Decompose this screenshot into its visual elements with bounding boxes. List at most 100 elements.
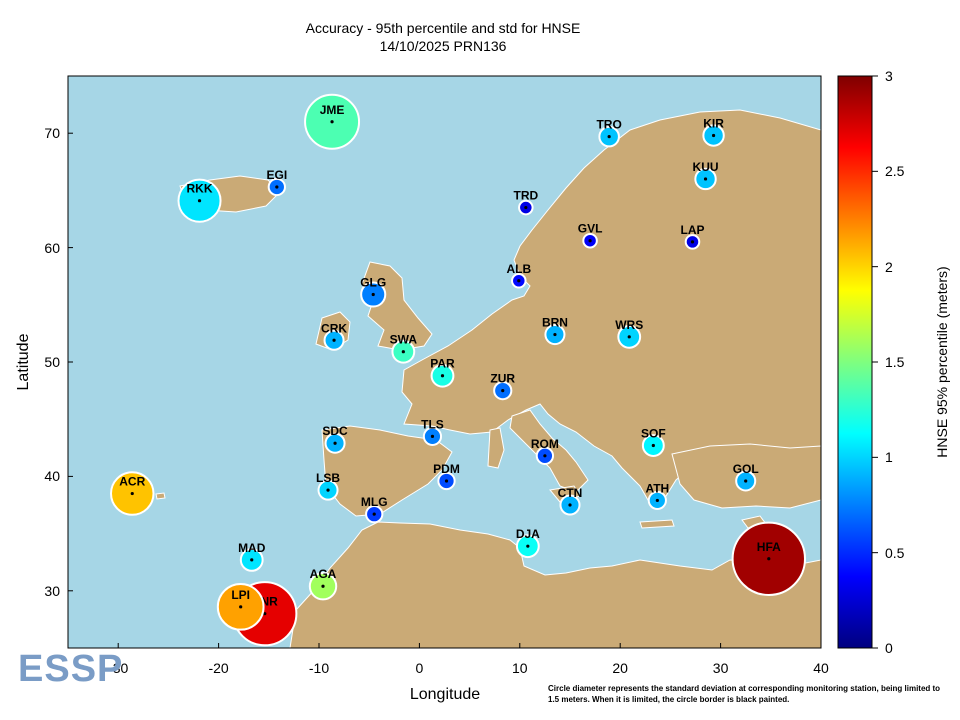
colorbar-tick-label: 0 — [885, 640, 893, 656]
station-center-dot — [275, 185, 279, 189]
station-center-dot — [501, 389, 505, 393]
station-center-dot — [767, 557, 771, 561]
station-marker: ALB — [506, 262, 531, 289]
colorbar-tick-marks — [872, 75, 878, 649]
station-markers: HFACNRJMELPIACRRKKAGAGLGWRSSWAPARDJAMADS… — [110, 93, 806, 647]
station-label: ALB — [506, 262, 531, 276]
station-center-dot — [326, 488, 330, 492]
station-marker: PDM — [433, 462, 460, 491]
colorbar-tick-label: 1 — [885, 449, 893, 466]
x-tick-label: -20 — [208, 660, 229, 676]
x-tick-label: 0 — [415, 660, 424, 676]
colorbar-tick-label: 0.5 — [885, 544, 905, 561]
y-axis-label: Latitude — [15, 333, 32, 391]
station-center-dot — [440, 374, 445, 378]
station-marker: KUU — [693, 160, 719, 191]
station-label: ROM — [531, 437, 559, 451]
colorbar-tick-label: 1.5 — [885, 354, 905, 370]
station-marker: SOF — [641, 427, 666, 457]
station-center-dot — [371, 292, 375, 297]
station-marker: MAD — [238, 541, 266, 572]
map-area: HFACNRJMELPIACRRKKAGAGLGWRSSWAPARDJAMADS… — [68, 76, 821, 648]
station-label: LSB — [316, 471, 340, 485]
station-label: TLS — [421, 417, 444, 431]
station-center-dot — [239, 605, 243, 609]
station-marker: CRK — [321, 321, 347, 351]
station-marker: GVL — [578, 222, 603, 249]
x-tick-label: -30 — [108, 660, 129, 676]
station-label: GLG — [360, 276, 386, 290]
x-axis-label: Longitude — [409, 686, 481, 703]
station-center-dot — [524, 205, 528, 210]
y-tick-label: 50 — [44, 354, 60, 370]
station-label: KIR — [703, 116, 724, 130]
station-center-dot — [655, 498, 659, 503]
station-marker: JME — [304, 93, 361, 150]
station-marker: ATH — [645, 481, 669, 511]
station-label: ACR — [119, 475, 145, 489]
x-tick-label: 30 — [712, 660, 729, 676]
station-marker: KIR — [702, 116, 725, 147]
station-marker: LSB — [316, 471, 340, 501]
x-tick-label: 40 — [813, 660, 829, 676]
station-center-dot — [250, 558, 254, 562]
station-label: PAR — [430, 357, 455, 371]
land-europe — [401, 109, 821, 501]
colorbar-label: HNSE 95% percentile (meters) — [934, 266, 950, 458]
colorbar-tick-label: 3 — [885, 68, 893, 84]
station-label: LPI — [231, 588, 250, 602]
colorbar-tick-label: 2 — [885, 258, 893, 275]
station-label: CRK — [321, 321, 347, 335]
station-label: AGA — [310, 567, 337, 581]
station-marker: MLG — [361, 495, 388, 524]
station-center-dot — [690, 240, 695, 244]
station-center-dot — [627, 335, 631, 339]
station-label: RKK — [187, 182, 213, 196]
x-tick-label: 10 — [512, 660, 528, 676]
station-center-dot — [372, 512, 376, 516]
station-center-dot — [401, 350, 405, 354]
station-center-dot — [607, 135, 611, 139]
station-center-dot — [263, 612, 267, 616]
station-label: TRO — [596, 118, 621, 132]
station-marker: SWA — [390, 333, 417, 364]
station-label: BRN — [542, 316, 568, 330]
station-label: TRD — [513, 189, 538, 203]
station-center-dot — [543, 454, 547, 458]
y-tick-label: 60 — [44, 239, 60, 256]
station-marker: TRO — [596, 118, 622, 148]
station-center-dot — [568, 503, 572, 507]
station-marker: EGI — [266, 168, 287, 197]
station-label: GOL — [733, 462, 759, 476]
station-marker: ZUR — [490, 372, 515, 401]
station-label: PDM — [433, 462, 460, 476]
essp-logo: ESSP — [18, 648, 124, 690]
station-label: MLG — [361, 495, 388, 509]
station-marker: TRD — [513, 189, 538, 216]
station-marker: HFA — [731, 521, 806, 596]
station-center-dot — [332, 338, 336, 342]
colorbar — [837, 75, 873, 649]
station-marker: SDC — [322, 424, 348, 454]
station-label: GVL — [578, 222, 603, 236]
station-center-dot — [703, 177, 708, 181]
station-marker: CTN — [558, 486, 582, 516]
station-center-dot — [711, 133, 716, 138]
station-center-dot — [197, 199, 202, 203]
station-center-dot — [526, 544, 530, 548]
station-center-dot — [744, 479, 748, 483]
station-center-dot — [517, 279, 521, 283]
station-marker: RKK — [177, 178, 222, 223]
station-label: HFA — [757, 540, 781, 554]
chart-footnote: Circle diameter represents the standard … — [548, 684, 941, 704]
axis-tick-marks — [68, 132, 822, 648]
x-tick-label: 20 — [612, 660, 628, 676]
station-marker: TLS — [421, 417, 444, 446]
station-label: WRS — [615, 318, 643, 332]
station-label: SOF — [641, 427, 666, 441]
y-tick-label: 40 — [44, 468, 60, 485]
station-center-dot — [588, 239, 592, 243]
station-label: JME — [320, 103, 345, 117]
station-center-dot — [430, 434, 435, 438]
